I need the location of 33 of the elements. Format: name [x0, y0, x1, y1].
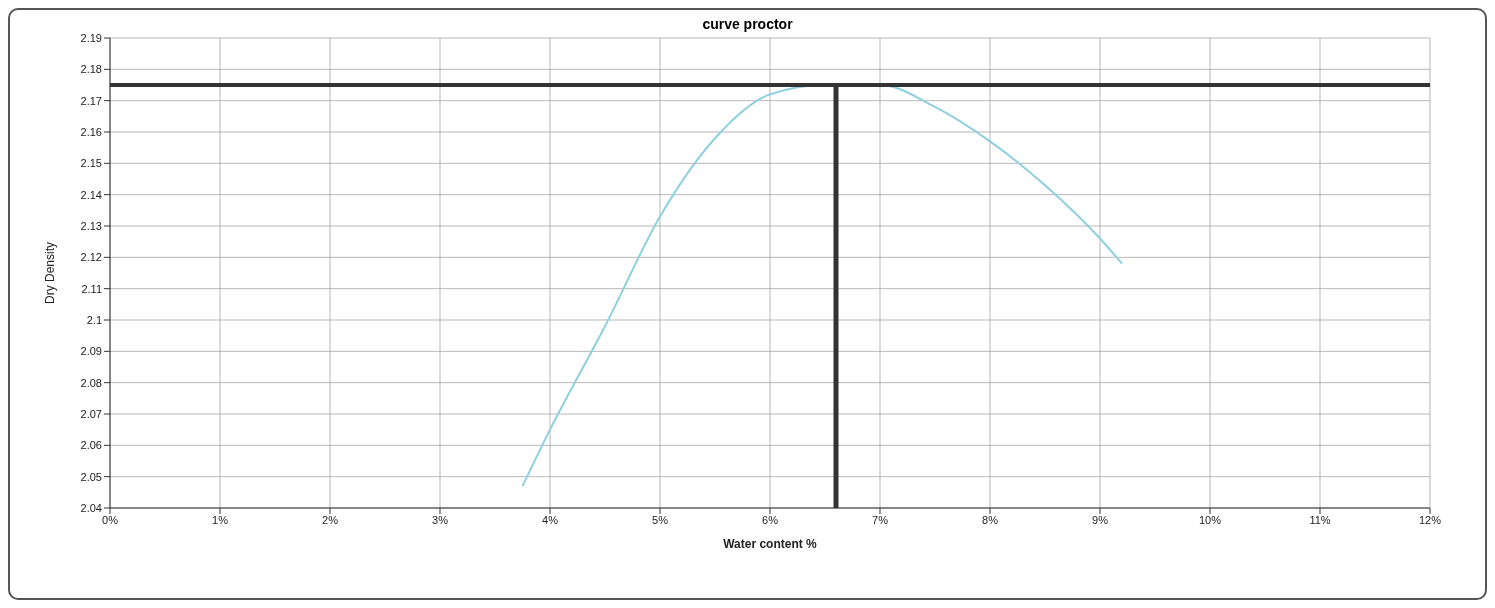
x-tick-label: 10%	[1198, 513, 1222, 526]
y-tick-label: 2.11	[81, 282, 102, 295]
y-tick-label: 2.14	[80, 188, 102, 201]
x-tick-label: 0%	[102, 513, 119, 526]
y-tick-label: 2.06	[80, 439, 102, 452]
y-tick-label: 2.12	[80, 251, 102, 264]
x-axis-title: Water content %	[723, 537, 818, 551]
y-tick-label: 2.09	[80, 345, 102, 358]
y-tick-label: 2.15	[80, 157, 102, 170]
y-tick-label: 2.13	[80, 219, 102, 232]
y-tick-label: 2.1	[86, 313, 102, 326]
x-tick-label: 8%	[982, 513, 999, 526]
x-tick-label: 2%	[322, 513, 339, 526]
line-series	[521, 84, 1123, 488]
x-tick-label: 7%	[872, 513, 889, 526]
y-tick-label: 2.04	[80, 501, 102, 514]
y-tick-label: 2.17	[80, 94, 102, 107]
x-tick-label: 3%	[432, 513, 449, 526]
y-tick-label: 2.08	[80, 376, 102, 389]
x-tick-label: 4%	[542, 513, 559, 526]
x-tick-label: 12%	[1418, 513, 1442, 526]
y-tick-label: 2.16	[80, 125, 102, 138]
y-tick-label: 2.18	[80, 63, 102, 76]
x-tick-label: 1%	[212, 513, 229, 526]
x-tick-label: 5%	[652, 513, 669, 526]
x-tick-label: 11%	[1309, 513, 1331, 526]
x-tick-label: 9%	[1092, 513, 1109, 526]
chart-title: curve proctor	[701, 16, 794, 32]
x-tick-label: 6%	[762, 513, 779, 526]
y-axis-title: Dry Density	[43, 241, 58, 305]
y-tick-label: 2.05	[80, 470, 102, 483]
y-tick-label: 2.07	[80, 407, 102, 420]
y-tick-label: 2.19	[80, 31, 102, 44]
